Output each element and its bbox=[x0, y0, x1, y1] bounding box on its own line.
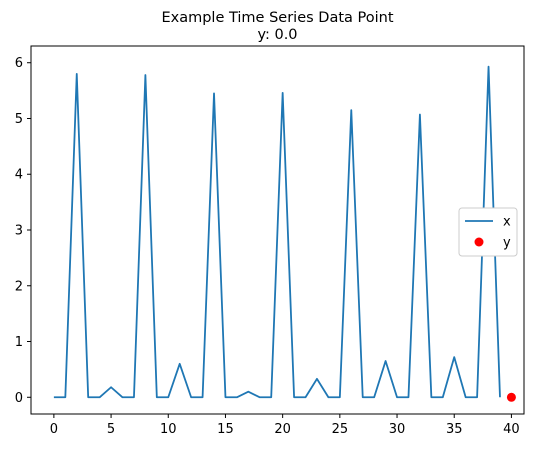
legend: x y bbox=[458, 207, 518, 257]
y-tick-label: 6 bbox=[15, 56, 23, 71]
x-axis: 0 5 10 15 20 25 30 35 40 bbox=[50, 414, 520, 437]
x-tick-label: 0 bbox=[50, 422, 58, 437]
legend-dot-swatch bbox=[474, 237, 484, 247]
y-tick-label: 0 bbox=[15, 391, 23, 406]
chart-title: Example Time Series Data Point bbox=[161, 10, 393, 26]
legend-label-x: x bbox=[503, 215, 511, 230]
x-tick-label: 15 bbox=[217, 422, 234, 437]
y-tick-label: 1 bbox=[15, 335, 23, 350]
y-tick-label: 3 bbox=[15, 224, 23, 239]
y-tick-label: 4 bbox=[15, 168, 23, 183]
legend-box bbox=[458, 207, 518, 257]
chart-subtitle: y: 0.0 bbox=[257, 27, 297, 43]
legend-label-y: y bbox=[503, 236, 511, 251]
y-axis: 0 1 2 3 4 5 6 bbox=[15, 56, 31, 406]
x-tick-label: 40 bbox=[503, 422, 520, 437]
x-tick-label: 20 bbox=[274, 422, 291, 437]
x-tick-label: 25 bbox=[332, 422, 349, 437]
series-line-x bbox=[53, 65, 501, 399]
plot-area bbox=[53, 65, 516, 402]
x-tick-label: 5 bbox=[107, 422, 115, 437]
y-tick-label: 5 bbox=[15, 112, 23, 127]
y-tick-label: 2 bbox=[15, 279, 23, 294]
x-tick-label: 30 bbox=[389, 422, 406, 437]
x-tick-label: 10 bbox=[160, 422, 177, 437]
x-tick-label: 35 bbox=[446, 422, 463, 437]
scatter-point-y bbox=[506, 392, 516, 402]
